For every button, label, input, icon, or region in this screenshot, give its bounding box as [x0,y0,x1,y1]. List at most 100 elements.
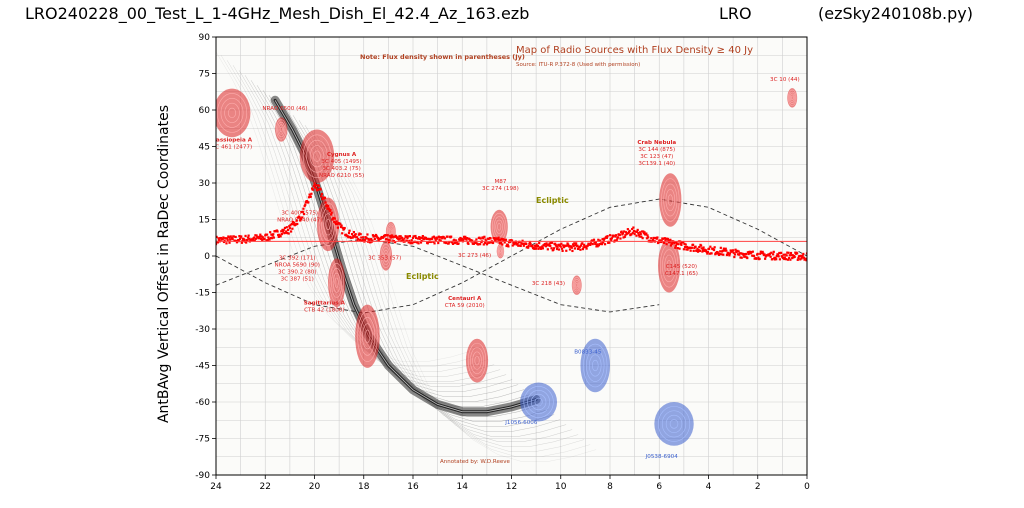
scan-point [645,237,649,240]
scan-point [396,236,399,239]
radio-source-red [275,117,288,142]
scan-point [238,234,241,238]
scan-point [710,252,713,255]
scan-point [292,223,295,226]
scan-point [461,237,464,240]
scan-point [647,236,650,239]
scan-point [674,244,677,247]
scan-point [788,256,791,260]
scan-point [550,247,553,250]
scan-point [300,211,303,214]
scan-point [684,245,687,249]
scan-point [465,238,468,241]
source-label-line: 3C 10 (44) [770,77,800,83]
scan-point [664,237,668,240]
scan-point [581,248,585,251]
scan-point [238,237,242,241]
radio-source-ring [665,189,676,212]
scan-point [637,234,641,237]
scan-point [757,256,760,259]
scan-point [339,223,342,226]
source-label-line: 3C139.1 (40) [638,161,675,167]
scan-point [724,247,727,250]
radio-source-ring [666,260,672,272]
scan-point [248,237,251,240]
scan-point [787,251,790,254]
scan-point [774,256,777,259]
scan-point [489,237,492,240]
scan-point [678,247,681,250]
scan-point [375,235,378,238]
scan-point [623,230,626,233]
scan-point [712,248,716,252]
scan-point [406,235,410,238]
scan-point [744,252,748,256]
scan-point [412,235,415,238]
scan-point [376,236,380,240]
scan-point [299,218,303,221]
scan-point [555,247,559,251]
source-label-line: 3C 390.2 (80) [278,270,317,276]
y-tick: 90 [199,33,216,43]
scan-point [789,251,793,255]
scan-point [565,249,568,252]
scan-point [356,239,359,242]
scan-point [229,238,232,241]
scan-point [296,222,299,226]
y-tick: 15 [199,216,216,226]
scan-point [217,237,220,240]
scan-point [219,236,223,240]
radio-source-ring [575,282,579,288]
radio-source-ring [278,124,285,135]
scan-point [748,250,751,253]
scan-point [522,244,525,247]
scan-point [468,238,471,241]
scan-point [467,242,470,245]
scan-point [667,239,670,242]
source-label: 3C 218 (43) [532,281,565,287]
scan-point [312,184,315,188]
scan-point [655,237,658,240]
scan-point [800,256,804,259]
radio-source-ring [383,249,389,263]
scan-point [802,256,806,259]
x-tick-label: 2 [755,482,761,492]
scan-point [762,252,765,255]
scan-point [796,252,799,255]
scan-point [332,216,335,220]
y-tick-label: 75 [199,70,210,80]
scan-point [572,244,575,248]
contour-line [250,80,513,392]
scan-point [502,239,505,242]
scan-point [747,252,750,256]
source-label-line: C147.1 (65) [665,271,698,277]
map-source: Source: ITU-R P.372-8 (Used with permiss… [516,62,640,68]
scan-point [619,237,622,240]
scan-point [280,230,283,233]
scan-point [579,244,583,247]
radio-source-blue [654,402,694,446]
radio-source-ring [572,277,581,294]
scan-point [531,244,534,248]
y-tick-label: -60 [195,398,210,408]
scan-point [339,225,343,229]
radio-source-ring [224,102,240,123]
scan-point [656,236,659,239]
scan-point [728,254,731,257]
scan-point [615,239,618,242]
radio-source-ring [497,244,504,258]
scan-point [690,246,693,249]
scan-point [515,242,518,245]
scan-point [676,246,679,250]
scan-point [283,226,287,230]
radio-source-ring [381,246,390,266]
scan-point [718,252,721,256]
scan-point [675,241,678,244]
scan-point [472,242,476,245]
scan-point [240,241,243,244]
scan-point [483,235,486,238]
source-label-line: NROA 5690 (90) [275,263,320,269]
scan-point [778,251,781,255]
scan-point [443,237,447,240]
scan-point [692,249,695,253]
